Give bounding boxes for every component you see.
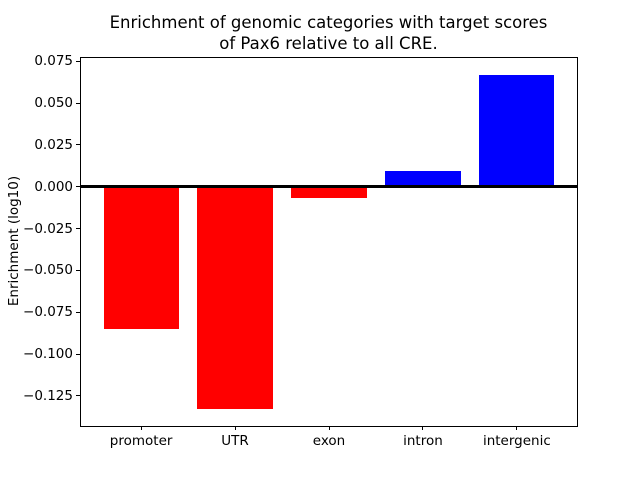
y-tick-label: 0.050 [34, 95, 73, 112]
y-tick [76, 395, 80, 397]
x-tick-exon [328, 426, 330, 430]
bar-intron [385, 170, 461, 187]
y-tick [76, 102, 80, 104]
bar-promoter [103, 186, 179, 330]
chart-title: Enrichment of genomic categories with ta… [80, 13, 577, 54]
chart-title-line2: of Pax6 relative to all CRE. [219, 33, 438, 53]
bar-exon [291, 186, 367, 199]
zero-line [80, 185, 578, 189]
y-tick [76, 228, 80, 230]
x-tick-label-exon: exon [312, 433, 346, 449]
y-tick [76, 144, 80, 146]
y-tick-label: −0.050 [23, 262, 73, 279]
bar-intergenic [479, 75, 555, 187]
chart-title-line1: Enrichment of genomic categories with ta… [109, 13, 548, 32]
y-tick-label: 0.000 [34, 178, 73, 195]
y-tick-label: −0.025 [23, 220, 73, 237]
y-tick-label: −0.125 [23, 387, 73, 404]
x-tick-UTR [234, 426, 236, 430]
x-tick-promoter [140, 426, 142, 430]
x-tick-label-intron: intron [403, 433, 443, 449]
bar-UTR [197, 186, 273, 410]
y-tick-label: 0.075 [34, 53, 73, 70]
y-tick-label: 0.025 [34, 136, 73, 153]
y-tick [76, 269, 80, 271]
x-tick-intergenic [516, 426, 518, 430]
y-tick [76, 353, 80, 355]
x-tick-label-UTR: UTR [221, 433, 249, 449]
y-tick-label: −0.100 [23, 346, 73, 363]
y-tick [76, 60, 80, 62]
y-tick [76, 311, 80, 313]
y-tick-label: −0.075 [23, 304, 73, 321]
x-tick-label-promoter: promoter [109, 433, 173, 449]
plot-area: promoter UTR exon intron intergenic 0.075 0.05… [23, 53, 578, 449]
x-tick-label-intergenic: intergenic [482, 433, 551, 449]
x-tick-intron [422, 426, 424, 430]
y-tick [76, 186, 80, 188]
y-axis-label: Enrichment (log10) [6, 175, 22, 307]
